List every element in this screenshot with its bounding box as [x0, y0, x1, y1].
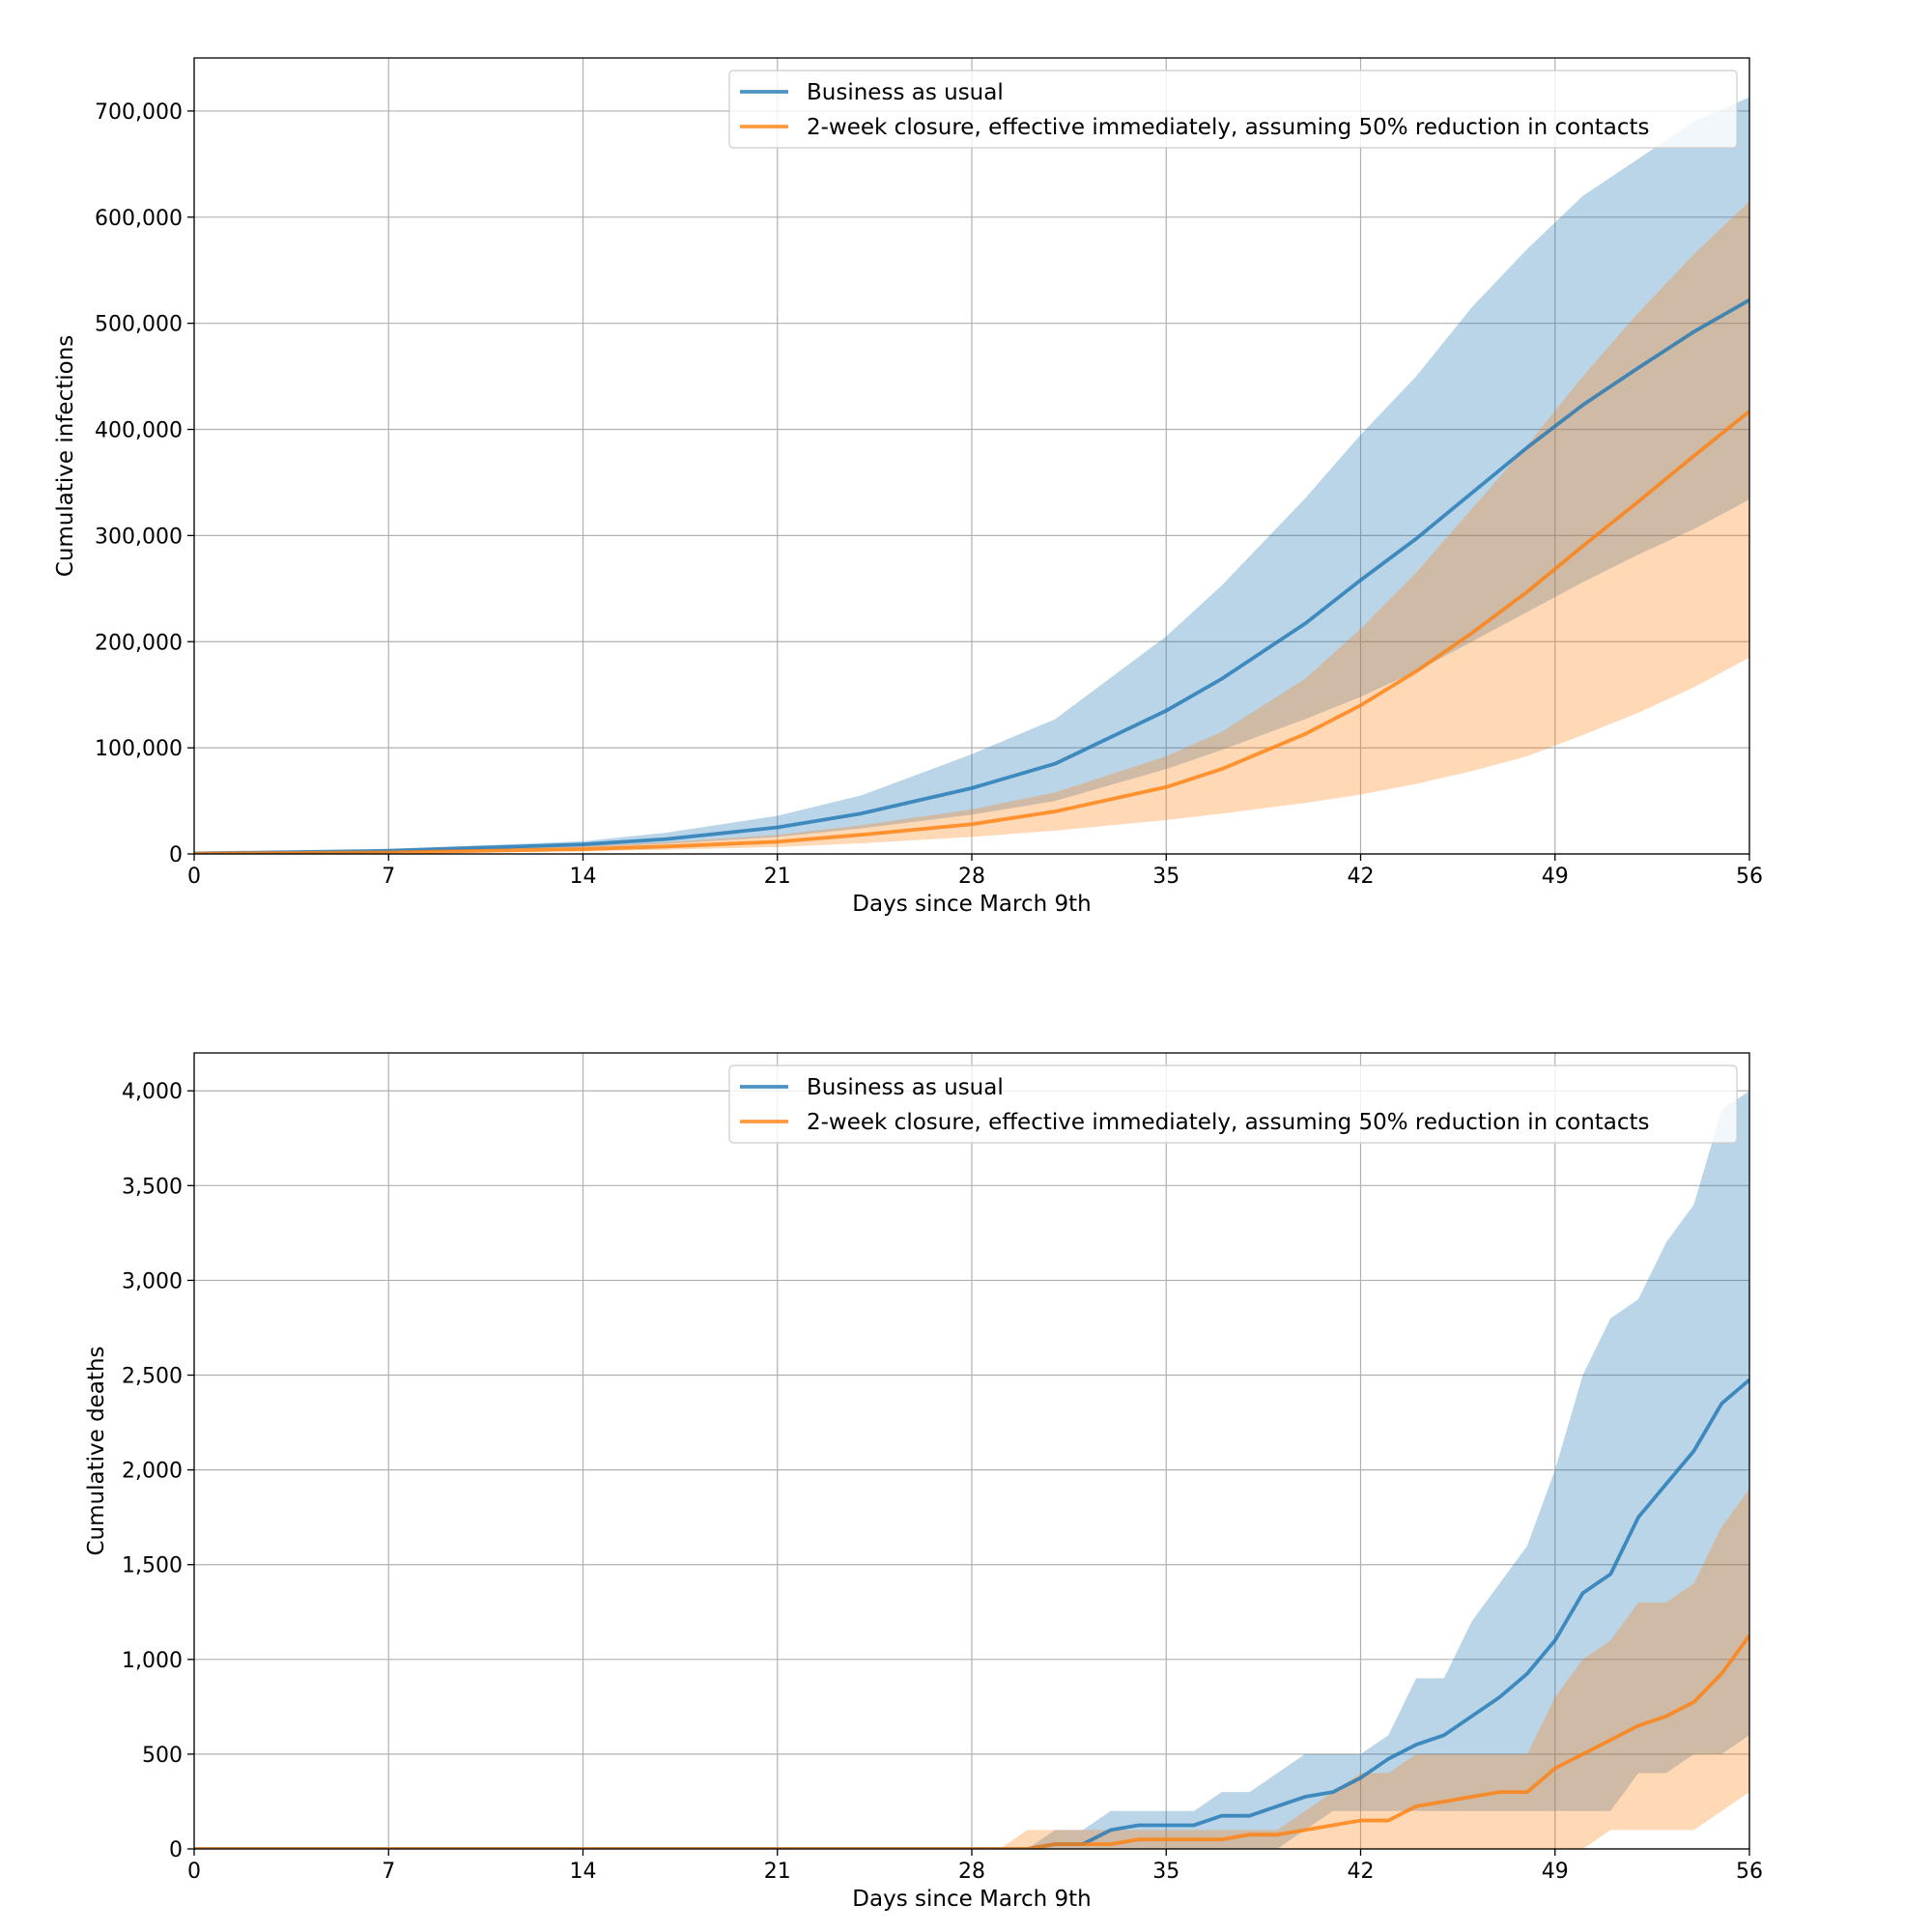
x-tick-label: 49: [1542, 865, 1569, 889]
x-tick-label: 7: [382, 865, 395, 889]
x-axis-label: Days since March 9th: [852, 1887, 1091, 1912]
y-tick-label: 300,000: [95, 525, 183, 549]
x-tick-label: 49: [1542, 1860, 1569, 1884]
legend-entry-1: Business as usual: [807, 80, 1004, 105]
y-tick-label: 0: [169, 1838, 183, 1862]
y-tick-label: 3,000: [122, 1269, 183, 1293]
x-tick-label: 0: [187, 1860, 201, 1884]
x-tick-label: 0: [187, 865, 201, 889]
chart-panel-1: 0 7 14 21 28 35 42 49 56 0 100,000 200,000 300,000 40…: [53, 57, 1763, 917]
x-tick-label: 35: [1152, 865, 1179, 889]
y-tick-label: 500,000: [95, 313, 183, 337]
legend-box: [728, 70, 1738, 149]
y-tick-label: 2,500: [122, 1365, 183, 1389]
x-tick-label: 56: [1736, 1860, 1763, 1884]
legend-entry-2: 2-week closure, effective immediately, a…: [807, 115, 1650, 140]
y-tick-label: 3,500: [122, 1175, 183, 1199]
y-tick-label: 4,000: [122, 1080, 183, 1104]
x-tick-label: 14: [570, 865, 597, 889]
y-axis-label: Cumulative infections: [53, 335, 78, 577]
x-tick-label: 42: [1348, 1860, 1375, 1884]
y-tick-label: 1,000: [122, 1649, 183, 1673]
x-tick-label: 14: [570, 1860, 597, 1884]
y-tick-label: 600,000: [95, 207, 183, 231]
legend-entry-2: 2-week closure, effective immediately, a…: [807, 1110, 1650, 1135]
y-tick-label: 2,000: [122, 1460, 183, 1484]
y-axis-label: Cumulative deaths: [84, 1346, 109, 1555]
confidence-band-series-1: [194, 97, 1749, 854]
series-line-1: [194, 298, 1749, 854]
y-tick-label: 200,000: [95, 631, 183, 655]
legend: Business as usual 2-week closure, effecti…: [728, 70, 1738, 149]
x-tick-label: 21: [764, 865, 791, 889]
x-tick-label: 35: [1152, 1860, 1179, 1884]
y-tick-label: 1,500: [122, 1554, 183, 1578]
plot-area: [194, 97, 1749, 854]
series-line-2: [194, 410, 1749, 854]
confidence-band-series-1: [194, 1091, 1749, 1849]
y-tick-label: 0: [169, 843, 183, 867]
x-axis-label: Days since March 9th: [852, 892, 1091, 917]
x-tick-label: 21: [764, 1860, 791, 1884]
y-tick-label: 400,000: [95, 419, 183, 443]
y-tick-label: 100,000: [95, 737, 183, 761]
confidence-band-series-2: [194, 201, 1749, 854]
x-tick-label: 28: [958, 1860, 985, 1884]
x-tick-label: 42: [1348, 865, 1375, 889]
legend: Business as usual 2-week closure, effecti…: [728, 1065, 1738, 1144]
series-line-2: [194, 1634, 1749, 1849]
x-tick-label: 28: [958, 865, 985, 889]
legend-box: [728, 1065, 1738, 1144]
y-tick-label: 700,000: [95, 100, 183, 125]
x-tick-label: 7: [382, 1860, 395, 1884]
x-tick-label: 56: [1736, 865, 1763, 889]
legend-entry-1: Business as usual: [807, 1075, 1004, 1100]
confidence-band-series-2: [194, 1489, 1749, 1849]
plot-area: [194, 1091, 1749, 1849]
chart-panel-2: 0 7 14 21 28 35 42 49 56 0 500 1,000 1,500 2,000 2,500…: [84, 1052, 1763, 1912]
y-tick-label: 500: [142, 1744, 183, 1768]
